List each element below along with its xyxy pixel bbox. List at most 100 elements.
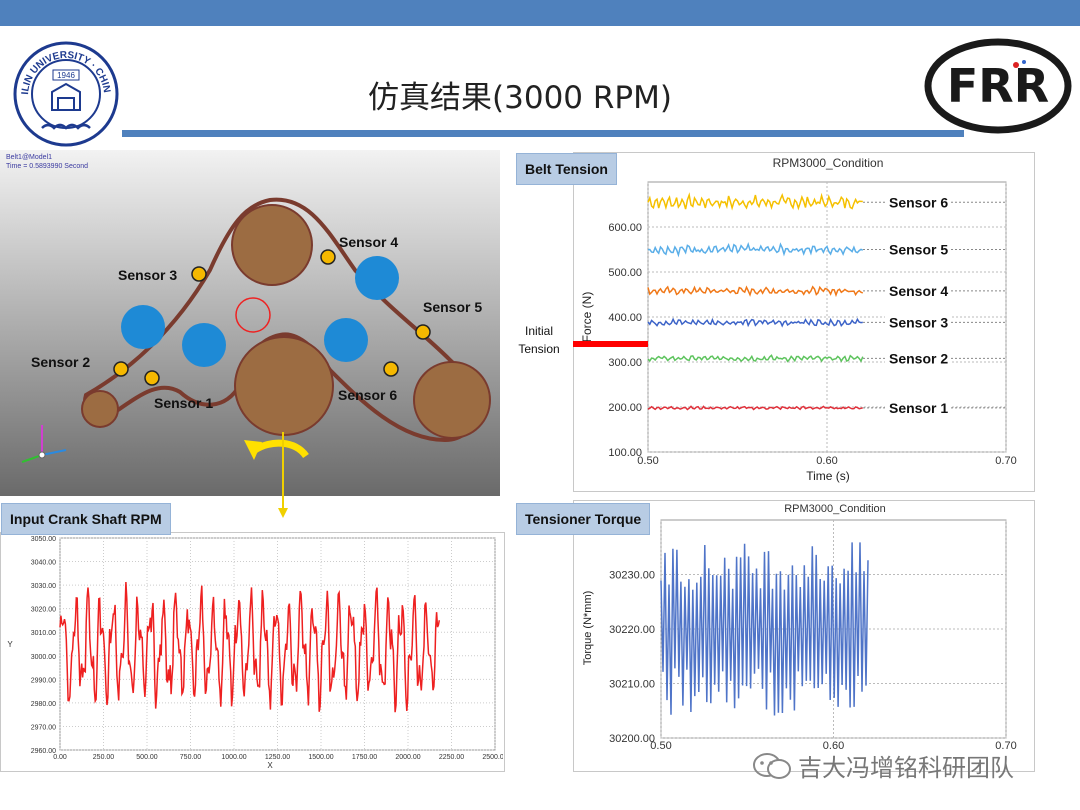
- torque-x-tick: 0.70: [995, 740, 1016, 752]
- belt-tension-y-tick: 400.00: [608, 312, 642, 324]
- crank-rpm-y-tick: 3040.00: [31, 560, 56, 567]
- belt-tension-xlabel: Time (s): [806, 469, 850, 483]
- belt-tension-y-tick: 500.00: [608, 267, 642, 279]
- rotation-arrow-head: [244, 440, 262, 460]
- torque-title: RPM3000_Condition: [784, 503, 886, 515]
- crank-rpm-x-tick: 1750.00: [352, 754, 377, 761]
- sensor-6-label: Sensor 6: [338, 387, 397, 403]
- crank-rpm-ylabel: Y: [7, 640, 13, 649]
- belt-tension-series-label: Sensor 1: [889, 400, 948, 416]
- torque-x-tick: 0.60: [823, 740, 844, 752]
- belt-tension-y-tick: 100.00: [608, 447, 642, 459]
- crank-rpm-y-tick: 2970.00: [31, 724, 56, 731]
- title-underline: [122, 130, 964, 137]
- belt-tension-x-tick: 0.60: [816, 455, 837, 467]
- pulley-left: [81, 390, 119, 428]
- crank-rpm-y-tick: 3020.00: [31, 607, 56, 614]
- crank-rpm-y-tick: 2990.00: [31, 677, 56, 684]
- model-header-name: Belt1@Model1: [6, 154, 52, 161]
- sensor-2-label: Sensor 2: [31, 354, 90, 370]
- tensioner-ring: [235, 297, 271, 333]
- belt-tension-x-tick: 0.70: [995, 455, 1016, 467]
- idler-2: [182, 323, 226, 367]
- sensor-5-label: Sensor 5: [423, 299, 482, 315]
- frr-logo: FRR: [924, 38, 1072, 134]
- sensor-3-dot: [191, 266, 207, 282]
- belt-tension-series-line: [647, 285, 864, 298]
- crank-rpm-x-tick: 0.00: [53, 754, 67, 761]
- crank-rpm-x-tick: 750.00: [180, 754, 202, 761]
- crank-rpm-x-tick: 2500.00: [482, 754, 503, 761]
- torque-y-tick: 30220.00: [609, 624, 655, 636]
- crank-rpm-x-tick: 250.00: [93, 754, 115, 761]
- belt-tension-series-line: [647, 192, 863, 211]
- crank-rpm-y-tick: 2980.00: [31, 701, 56, 708]
- belt-tension-x-tick: 0.50: [637, 455, 658, 467]
- sensor-6-dot: [383, 361, 399, 377]
- axis-triad-icon: [21, 425, 67, 463]
- pulley-top: [231, 204, 313, 286]
- crank-rpm-y-tick: 3050.00: [31, 536, 56, 543]
- crank-rpm-x-tick: 1000.00: [221, 754, 246, 761]
- crank-rpm-x-tick: 1250.00: [265, 754, 290, 761]
- top-banner: [0, 0, 1080, 26]
- belt-tension-label-bg: [885, 280, 951, 301]
- crank-rpm-y-tick: 3010.00: [31, 630, 56, 637]
- watermark: 吉大冯增铭科研团队: [752, 748, 1014, 783]
- crank-rpm-x-tick: 2000.00: [395, 754, 420, 761]
- belt-tension-series-label: Sensor 6: [889, 194, 948, 210]
- belt-tension-ylabel: Force (N): [580, 292, 594, 343]
- torque-chart: RPM3000_Condition 30200.00 30210.00 30220.0…: [582, 503, 1017, 752]
- idler-4: [355, 256, 399, 300]
- crank-rpm-x-tick: 1500.00: [308, 754, 333, 761]
- belt-tension-series-line: [647, 242, 864, 258]
- crank-rpm-y-tick: 2960.00: [31, 748, 56, 755]
- initial-tension-annotation: Initial Tension: [505, 322, 573, 358]
- sensor-4-label: Sensor 4: [339, 234, 398, 250]
- torque-y-tick: 30210.00: [609, 679, 655, 691]
- sensor-5-dot: [415, 324, 431, 340]
- belt-tension-series-line: [647, 354, 864, 363]
- sensor-1-dot: [144, 370, 160, 386]
- belt-model-view: Belt1@Model1 Time = 0.5893990 Second Sen…: [0, 150, 500, 496]
- belt-tension-chart: RPM3000_Condition 100.00 200.00 300.00 400.0…: [573, 156, 1017, 483]
- watermark-text: 吉大冯增铭科研团队: [798, 754, 1014, 782]
- sensor-2-dot: [113, 361, 129, 377]
- frr-logo-text: FRR: [947, 59, 1049, 113]
- crank-rpm-y-tick: 3000.00: [31, 654, 56, 661]
- crank-rpm-series-line: [59, 581, 441, 713]
- wechat-icon: [753, 752, 791, 779]
- belt-tension-y-tick: 300.00: [608, 357, 642, 369]
- pulley-right: [413, 361, 491, 439]
- crank-rpm-y-tick: 3030.00: [31, 583, 56, 590]
- belt-tension-label-bg: [885, 239, 951, 260]
- sensor-3-label: Sensor 3: [118, 267, 177, 283]
- belt-tension-label-bg: [885, 192, 951, 213]
- slide-title: 仿真结果(3000 RPM): [368, 80, 672, 116]
- crank-rpm-x-tick: 2250.00: [439, 754, 464, 761]
- crank-pulley: [234, 336, 334, 436]
- logo-year: 1946: [57, 71, 75, 80]
- belt-path: [82, 197, 478, 443]
- crank-rpm-x-tick: 500.00: [136, 754, 158, 761]
- crank-rpm-chart: 2960.00 2970.00 2980.00 2990.00 3000.00 3010.…: [7, 536, 503, 770]
- belt-tension-series-label: Sensor 4: [889, 283, 948, 299]
- sensor-4-dot: [320, 249, 336, 265]
- idler-1: [121, 305, 165, 349]
- belt-tension-y-tick: 200.00: [608, 402, 642, 414]
- belt-tension-series-label: Sensor 3: [889, 314, 948, 330]
- sensor-1-label: Sensor 1: [154, 395, 213, 411]
- initial-tension-line2: Tension: [518, 342, 560, 356]
- torque-x-tick: 0.50: [650, 740, 671, 752]
- belt-tension-series-line: [647, 405, 864, 411]
- idler-3: [324, 318, 368, 362]
- belt-tension-series-label: Sensor 5: [889, 242, 948, 258]
- belt-tension-series-line: [647, 317, 863, 328]
- crank-rpm-label: Input Crank Shaft RPM: [1, 503, 171, 535]
- belt-tension-label: Belt Tension: [516, 153, 617, 185]
- crank-pointer-arrow: [278, 432, 288, 518]
- torque-y-tick: 30200.00: [609, 733, 655, 745]
- torque-label: Tensioner Torque: [516, 503, 651, 535]
- initial-tension-line1: Initial: [524, 324, 553, 338]
- initial-tension-marker: [573, 341, 648, 347]
